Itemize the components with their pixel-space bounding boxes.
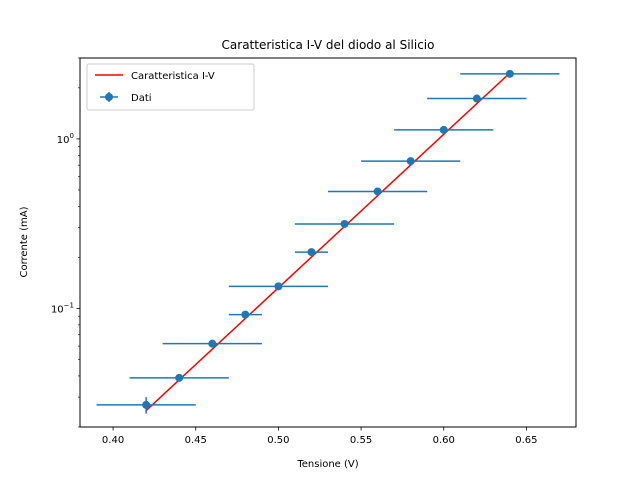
y-tick-label: 100 — [57, 132, 74, 146]
plot-area — [96, 69, 560, 414]
x-axis: 0.40 0.45 0.50 0.55 0.60 0.65 — [102, 427, 538, 446]
data-point — [373, 187, 382, 196]
legend-data-swatch — [100, 92, 118, 102]
x-tick-label: 0.65 — [515, 435, 537, 446]
x-axis-label: Tensione (V) — [296, 459, 358, 470]
x-tick-label: 0.55 — [350, 435, 372, 446]
data-point — [472, 94, 481, 103]
x-tick-label: 0.40 — [102, 435, 124, 446]
y-axis-label: Corrente (mA) — [19, 206, 30, 277]
data-point — [439, 125, 448, 134]
x-tick-label: 0.45 — [185, 435, 207, 446]
legend-box — [86, 63, 255, 111]
data-point — [505, 69, 514, 78]
data-point — [307, 248, 316, 257]
y-tick-label: 10−1 — [51, 301, 74, 315]
data-point — [406, 157, 415, 166]
x-tick-label: 0.60 — [433, 435, 455, 446]
legend: Caratteristica I-V Dati — [86, 63, 255, 111]
data-point — [274, 282, 283, 291]
data-point — [208, 339, 217, 348]
axes-frame — [79, 57, 577, 428]
data-point — [241, 310, 250, 319]
legend-fit-label: Caratteristica I-V — [131, 71, 215, 82]
x-tick-label: 0.50 — [267, 435, 289, 446]
legend-data-label: Dati — [131, 93, 152, 104]
y-axis: 10−1 100 — [51, 57, 80, 428]
data-point — [175, 373, 184, 382]
chart-title: Caratteristica I-V del diodo al Silicio — [222, 38, 435, 52]
data-point — [340, 219, 349, 228]
data-point — [142, 400, 151, 409]
